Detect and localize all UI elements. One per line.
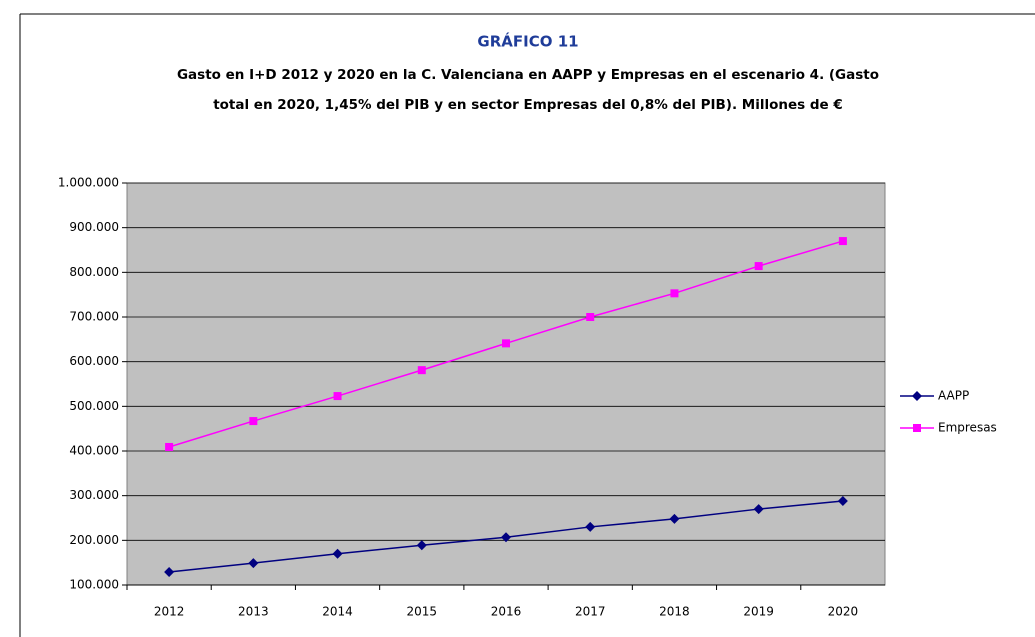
point <box>333 392 342 401</box>
y-tick-label: 100.000 <box>69 578 119 592</box>
x-tick-label: 2015 <box>407 605 438 619</box>
y-tick-label: 200.000 <box>69 533 119 547</box>
legend-label: AAPP <box>938 389 969 403</box>
point <box>669 513 680 524</box>
point <box>248 558 259 569</box>
x-tick-label: 2013 <box>238 605 269 619</box>
point <box>502 339 510 348</box>
point <box>753 504 764 515</box>
point <box>754 262 763 271</box>
y-tick-label: 700.000 <box>69 310 119 324</box>
y-tick-label: 400.000 <box>69 444 119 458</box>
legend-marker <box>912 391 922 401</box>
chart-subtitle: Gasto en I+D 2012 y 2020 en la C. Valenc… <box>177 67 879 83</box>
point <box>501 532 511 543</box>
x-tick-label: 2019 <box>743 605 774 619</box>
y-tick-label: 300.000 <box>69 488 119 502</box>
chart-subtitle: total en 2020, 1,45% del PIB y en sector… <box>213 97 843 113</box>
x-tick-label: 2012 <box>154 605 185 619</box>
point <box>165 442 174 451</box>
plot-area <box>126 182 886 586</box>
x-tick-label: 2020 <box>828 605 859 619</box>
y-tick-label: 1.000.000 <box>58 176 119 190</box>
point <box>670 289 679 298</box>
legend-marker <box>913 424 921 432</box>
chart-title: GRÁFICO 11 <box>477 32 578 51</box>
point <box>838 237 847 246</box>
legend-label: Empresas <box>938 421 997 435</box>
point <box>417 366 426 375</box>
x-tick-label: 2016 <box>491 605 522 619</box>
x-tick-label: 2018 <box>659 605 690 619</box>
x-tick-label: 2017 <box>575 605 606 619</box>
point <box>249 417 258 426</box>
y-tick-label: 800.000 <box>69 265 119 279</box>
point <box>332 548 343 559</box>
point <box>586 313 595 321</box>
point <box>585 521 596 532</box>
y-tick-label: 500.000 <box>69 399 119 413</box>
y-tick-label: 900.000 <box>69 220 119 234</box>
point <box>164 567 175 578</box>
point <box>837 496 848 507</box>
x-tick-label: 2014 <box>322 605 353 619</box>
y-tick-label: 600.000 <box>69 354 119 368</box>
point <box>416 540 427 551</box>
